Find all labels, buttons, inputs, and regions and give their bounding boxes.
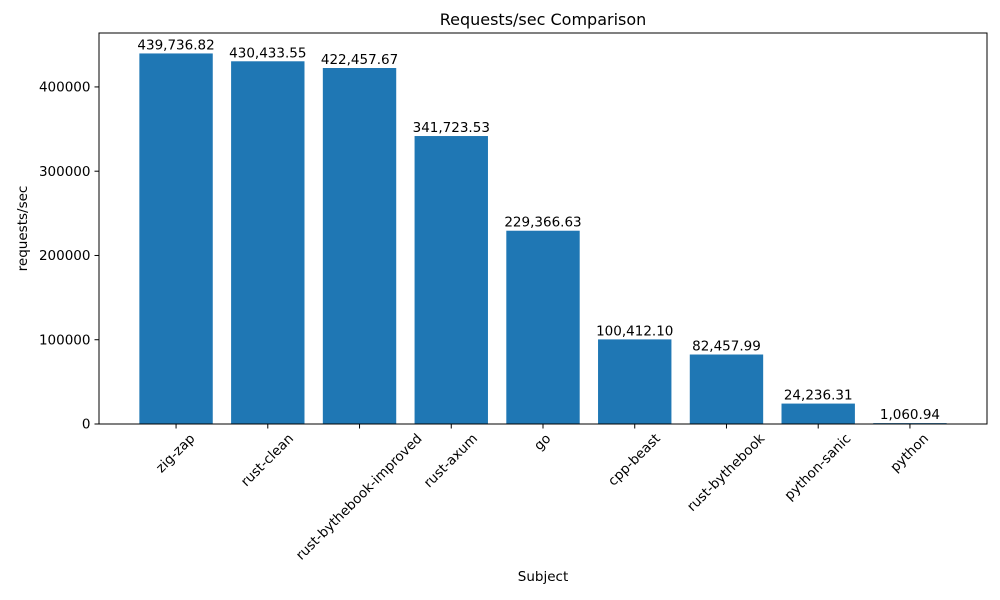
bar-zig-zap: [139, 53, 213, 424]
bar-rust-axum: [414, 136, 488, 425]
x-tick-label: zig-zap: [153, 431, 198, 476]
bar-rust-bythebook: [689, 354, 764, 424]
bar-value-label: 1,060.94: [880, 407, 940, 423]
y-axis-title: requests/sec: [15, 186, 31, 272]
chart-title: Requests/sec Comparison: [440, 10, 647, 29]
x-tick-label: rust-axum: [421, 431, 481, 491]
y-tick-label: 400000: [39, 80, 91, 96]
y-tick-label: 300000: [39, 164, 91, 180]
x-tick-label: cpp-beast: [605, 431, 664, 490]
y-tick-label: 0: [82, 417, 91, 433]
bar-python-sanic: [781, 403, 855, 424]
x-tick-label: rust-bythebook: [684, 431, 768, 515]
x-tick-label: python: [887, 431, 932, 476]
x-tick-label: rust-clean: [238, 431, 297, 490]
bar-go: [506, 230, 580, 424]
y-tick-label: 200000: [39, 248, 91, 264]
y-tick-label: 100000: [39, 332, 91, 348]
x-tick-label: rust-bythebook-improved: [293, 431, 426, 564]
x-axis-title: Subject: [518, 569, 568, 585]
bar-value-label: 439,736.82: [137, 37, 214, 53]
bar-rust-clean: [231, 61, 305, 424]
x-tick-label: python-sanic: [781, 431, 854, 504]
bar-value-label: 24,236.31: [784, 388, 853, 404]
bar-cpp-beast: [598, 339, 672, 424]
x-tick-label: go: [531, 431, 554, 454]
bar-rust-bythebook-improved: [322, 68, 397, 424]
bar-value-label: 422,457.67: [321, 52, 398, 68]
bar-value-label: 229,366.63: [504, 215, 581, 231]
bar-value-label: 100,412.10: [596, 323, 673, 339]
bar-value-label: 341,723.53: [413, 120, 490, 136]
bar-value-label: 430,433.55: [229, 45, 306, 61]
bar-value-label: 82,457.99: [692, 339, 761, 355]
